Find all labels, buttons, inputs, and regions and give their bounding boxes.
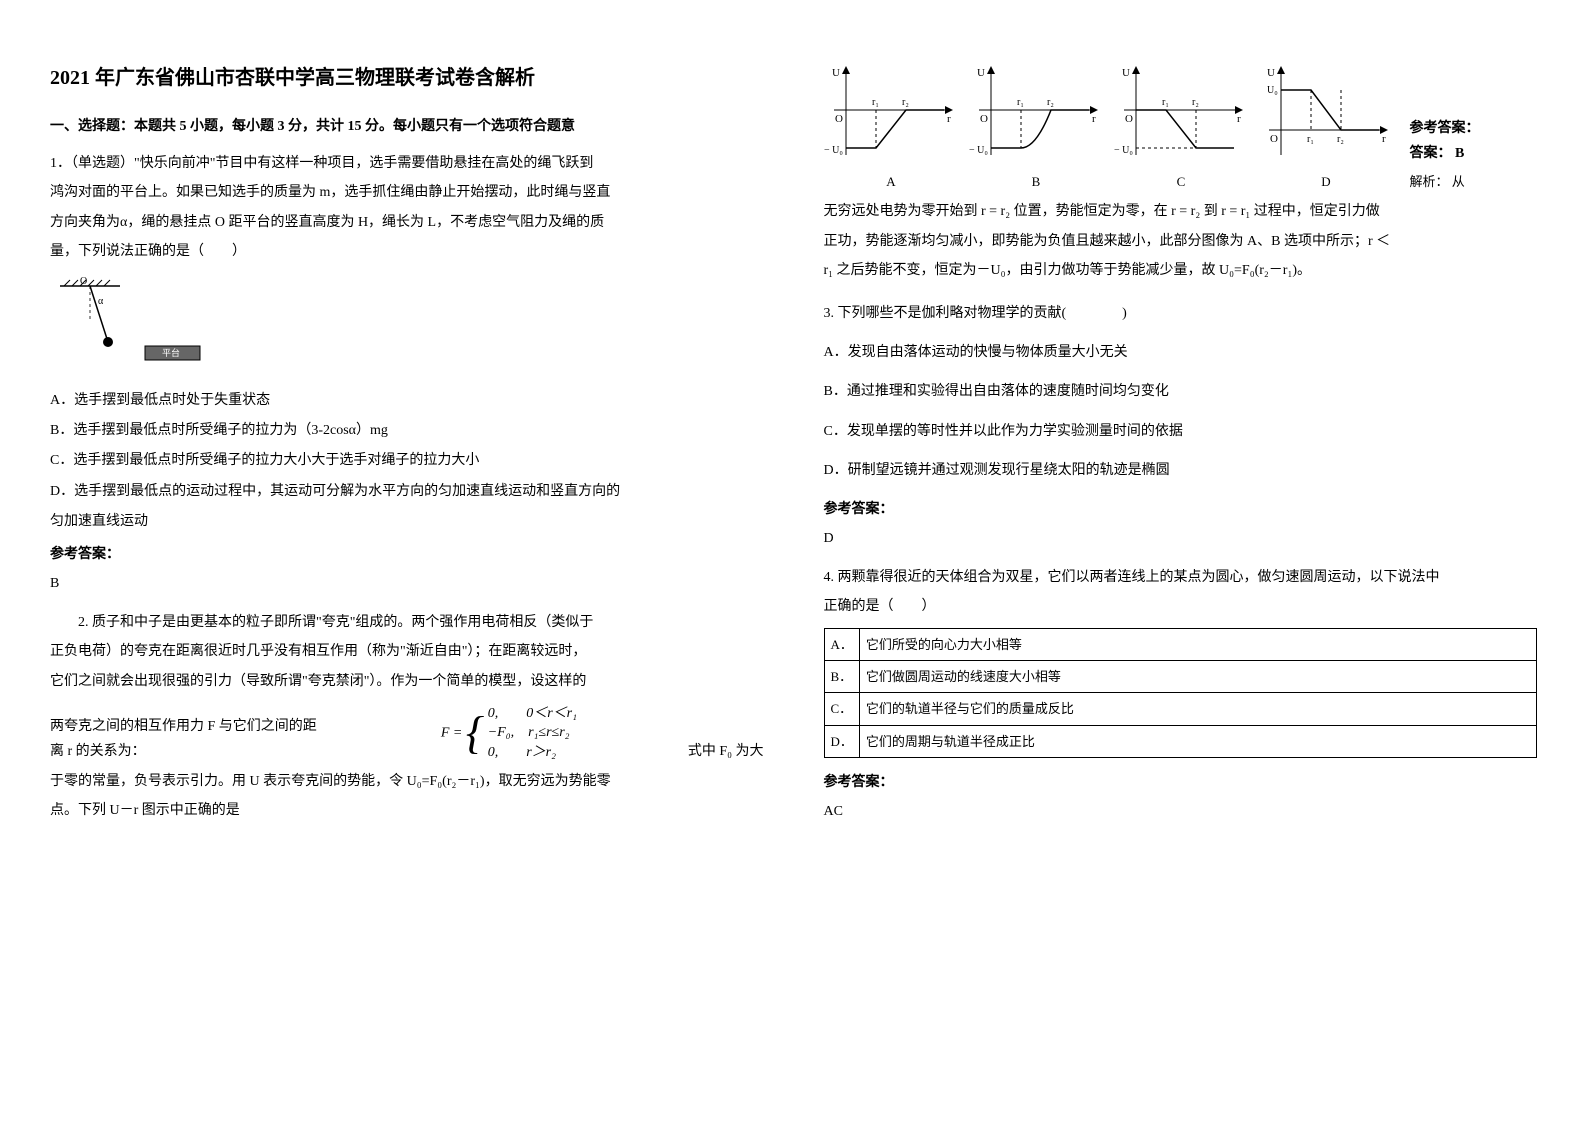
- svg-text:r₁: r₁: [1162, 97, 1169, 108]
- q1-options: A．选手摆到最低点时处于失重状态 B．选手摆到最低点时所受绳子的拉力为（3-2c…: [50, 388, 764, 534]
- svg-text:O: O: [80, 276, 87, 287]
- chart-d: U O r r₁ r₂ U₀ D: [1259, 60, 1394, 193]
- q4-opt-b-label: B．: [824, 661, 859, 693]
- q2-answer: B: [1455, 146, 1464, 161]
- question-3: 3. 下列哪些不是伽利略对物理学的贡献( ) A．发现自由落体运动的快慢与物体质…: [824, 301, 1538, 551]
- svg-text:r: r: [1382, 133, 1386, 145]
- q1-opt-b: B．选手摆到最低点时所受绳子的拉力为（3-2cosα）mg: [50, 418, 764, 443]
- q2-explanation: r₁ 之后势能不变，恒定为－U₀，由引力做功等于势能减少量，故 U₀=F₀(r₂…: [824, 258, 1538, 283]
- question-1: 1．（单选题）"快乐向前冲"节目中有这样一种项目，选手需要借助悬挂在高处的绳飞跃…: [50, 151, 764, 596]
- answer-heading: 参考答案：: [50, 542, 764, 567]
- q2-answer-block: 参考答案： 答案： B 解析： 从: [1404, 116, 1480, 194]
- svg-text:U: U: [1122, 67, 1130, 79]
- svg-text:r: r: [1237, 113, 1241, 125]
- question-2: 2. 质子和中子是由更基本的粒子即所谓"夸克"组成的。两个强作用电荷相反（类似于…: [50, 610, 764, 823]
- q4-stem: 正确的是（ ）: [824, 594, 1538, 619]
- svg-text:r₁: r₁: [872, 97, 879, 108]
- q2-charts: U O r r₁ r₂ − U₀ A U O r: [824, 60, 1538, 193]
- svg-text:r: r: [947, 113, 951, 125]
- svg-text:r₁: r₁: [1017, 97, 1024, 108]
- svg-text:− U₀: − U₀: [969, 145, 988, 156]
- q2-stem: 点。下列 U－r 图示中正确的是: [50, 798, 764, 823]
- exam-title: 2021 年广东省佛山市杏联中学高三物理联考试卷含解析: [50, 60, 764, 96]
- q4-opt-d-text: 它们的周期与轨道半径成正比: [859, 725, 1536, 757]
- svg-text:r₁: r₁: [1307, 134, 1314, 145]
- chart-d-label: D: [1259, 170, 1394, 193]
- q3-answer: D: [824, 526, 1538, 551]
- chart-c-label: C: [1114, 170, 1249, 193]
- answer-label: 答案：: [1410, 146, 1452, 161]
- q2-stem: 它们之间就会出现很强的引力（导致所谓"夸克禁闭"）。作为一个简单的模型，设这样的: [50, 669, 764, 694]
- svg-text:O: O: [835, 113, 843, 125]
- svg-text:平台: 平台: [162, 347, 180, 358]
- svg-text:r₂: r₂: [1337, 134, 1344, 145]
- q4-answer: AC: [824, 799, 1538, 824]
- answer-heading: 参考答案：: [1410, 116, 1480, 141]
- answer-heading: 参考答案：: [824, 497, 1538, 522]
- chart-a: U O r r₁ r₂ − U₀ A: [824, 60, 959, 193]
- q4-opt-b-text: 它们做圆周运动的线速度大小相等: [859, 661, 1536, 693]
- q1-opt-c: C．选手摆到最低点时所受绳子的拉力大小大于选手对绳子的拉力大小: [50, 448, 764, 473]
- svg-text:O: O: [1270, 133, 1278, 145]
- q2-stem: 于零的常量，负号表示引力。用 U 表示夸克间的势能，令 U₀=F₀(r₂－r₁)…: [50, 769, 764, 794]
- q2-stem: 正负电荷）的夸克在距离很近时几乎没有相互作用（称为"渐近自由"）；在距离较远时，: [50, 639, 764, 664]
- q1-stem: 方向夹角为α，绳的悬挂点 O 距平台的竖直高度为 H，绳长为 L，不考虑空气阻力…: [50, 210, 764, 235]
- q1-opt-d2: 匀加速直线运动: [50, 509, 764, 534]
- table-row: A． 它们所受的向心力大小相等: [824, 628, 1537, 660]
- q2-explanation: 无穷远处电势为零开始到 r = r₂ 位置，势能恒定为零，在 r = r₂ 到 …: [824, 199, 1538, 224]
- q4-opt-c-text: 它们的轨道半径与它们的质量成反比: [859, 693, 1536, 725]
- table-row: D． 它们的周期与轨道半径成正比: [824, 725, 1537, 757]
- section-heading: 一、选择题：本题共 5 小题，每小题 3 分，共计 15 分。每小题只有一个选项…: [50, 114, 764, 139]
- chart-b: U O r r₁ r₂ − U₀ B: [969, 60, 1104, 193]
- q4-options-table: A． 它们所受的向心力大小相等 B． 它们做圆周运动的线速度大小相等 C． 它们…: [824, 628, 1538, 759]
- q4-opt-a-text: 它们所受的向心力大小相等: [859, 628, 1536, 660]
- svg-text:U₀: U₀: [1267, 85, 1278, 96]
- chart-b-label: B: [969, 170, 1104, 193]
- svg-text:α: α: [98, 296, 104, 307]
- q1-stem: 量，下列说法正确的是（ ）: [50, 239, 764, 264]
- answer-heading: 参考答案：: [824, 770, 1538, 795]
- q4-opt-d-label: D．: [824, 725, 859, 757]
- q3-opt-c: C．发现单摆的等时性并以此作为力学实验测量时间的依据: [824, 419, 1538, 444]
- svg-text:U: U: [977, 67, 985, 79]
- q2-explanation: 正功，势能逐渐均匀减小，即势能为负值且越来越小，此部分图像为 A、B 选项中所示…: [824, 229, 1538, 254]
- q2-formula: F = { 0, 0＜r＜r₁ −F₀, r₁≤r≤r₂ 0, r＞r₂: [330, 704, 688, 763]
- svg-text:r₂: r₂: [1047, 97, 1054, 108]
- svg-text:r: r: [1092, 113, 1096, 125]
- q3-opt-a: A．发现自由落体运动的快慢与物体质量大小无关: [824, 340, 1538, 365]
- q1-answer: B: [50, 571, 764, 596]
- svg-text:O: O: [980, 113, 988, 125]
- q4-opt-a-label: A．: [824, 628, 859, 660]
- q2-stem: 两夸克之间的相互作用力 F 与它们之间的距离 r 的关系为：: [50, 714, 330, 764]
- table-row: B． 它们做圆周运动的线速度大小相等: [824, 661, 1537, 693]
- svg-text:− U₀: − U₀: [1114, 145, 1133, 156]
- q2-stem: 2. 质子和中子是由更基本的粒子即所谓"夸克"组成的。两个强作用电荷相反（类似于: [50, 610, 764, 635]
- table-row: C． 它们的轨道半径与它们的质量成反比: [824, 693, 1537, 725]
- q2-stem: 式中 F₀ 为大: [688, 739, 764, 764]
- question-4: 4. 两颗靠得很近的天体组合为双星，它们以两者连线上的某点为圆心，做匀速圆周运动…: [824, 565, 1538, 824]
- explanation-heading: 解析：: [1410, 174, 1449, 189]
- svg-text:r₂: r₂: [902, 97, 909, 108]
- chart-a-label: A: [824, 170, 959, 193]
- q3-opt-b: B．通过推理和实验得出自由落体的速度随时间均匀变化: [824, 379, 1538, 404]
- q1-opt-d: D．选手摆到最低点的运动过程中，其运动可分解为水平方向的匀加速直线运动和竖直方向…: [50, 479, 764, 504]
- chart-c: U O r r₁ r₂ − U₀ C: [1114, 60, 1249, 193]
- q1-figure: O α 平台: [50, 274, 210, 374]
- svg-text:r₂: r₂: [1192, 97, 1199, 108]
- svg-text:U: U: [1267, 67, 1275, 79]
- q4-stem: 4. 两颗靠得很近的天体组合为双星，它们以两者连线上的某点为圆心，做匀速圆周运动…: [824, 565, 1538, 590]
- svg-text:− U₀: − U₀: [824, 145, 843, 156]
- q1-stem: 1．（单选题）"快乐向前冲"节目中有这样一种项目，选手需要借助悬挂在高处的绳飞跃…: [50, 151, 764, 176]
- explanation-text: 从: [1452, 174, 1465, 189]
- q3-stem: 3. 下列哪些不是伽利略对物理学的贡献( ): [824, 301, 1538, 326]
- q1-stem: 鸿沟对面的平台上。如果已知选手的质量为 m，选手抓住绳由静止开始摆动，此时绳与竖…: [50, 180, 764, 205]
- q4-opt-c-label: C．: [824, 693, 859, 725]
- q3-opt-d: D．研制望远镜并通过观测发现行星绕太阳的轨迹是椭圆: [824, 458, 1538, 483]
- svg-text:U: U: [832, 67, 840, 79]
- svg-text:O: O: [1125, 113, 1133, 125]
- q1-opt-a: A．选手摆到最低点时处于失重状态: [50, 388, 764, 413]
